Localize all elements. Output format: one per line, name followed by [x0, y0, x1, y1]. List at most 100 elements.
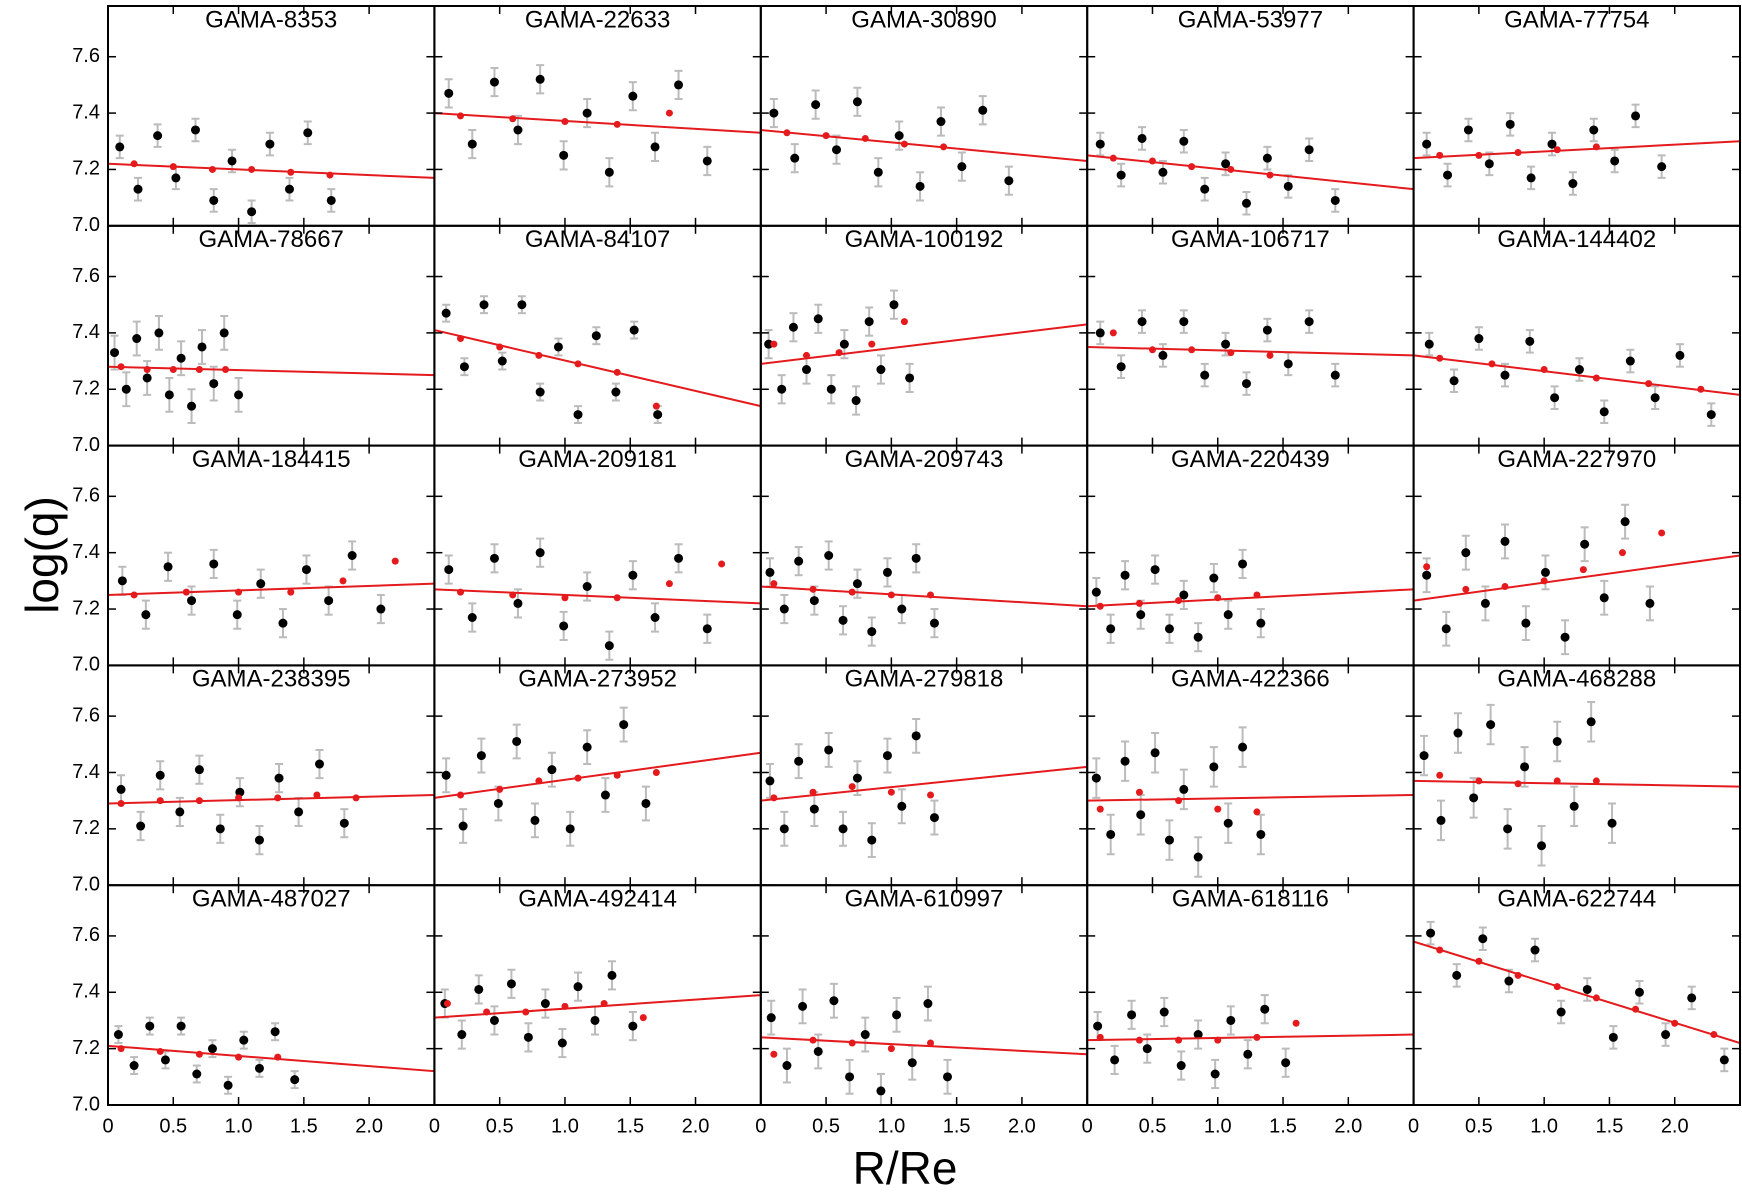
panel-title: GAMA-273952 — [518, 666, 677, 693]
data-point — [239, 1035, 249, 1045]
data-point — [1283, 181, 1293, 191]
x-tick-label: 0 — [1408, 1115, 1419, 1137]
data-point — [479, 300, 489, 310]
data-point — [1241, 379, 1251, 389]
fit-line — [434, 994, 761, 1019]
data-point — [1238, 559, 1248, 569]
fit-line — [434, 751, 761, 799]
data-point — [559, 621, 569, 631]
binned-point — [887, 591, 895, 599]
binned-point — [574, 774, 582, 782]
binned-point — [235, 794, 243, 802]
binned-point — [770, 1050, 778, 1058]
binned-point — [1175, 1036, 1183, 1044]
binned-point — [535, 777, 543, 785]
binned-point — [1645, 380, 1653, 388]
data-point — [604, 641, 614, 651]
data-point — [154, 328, 164, 338]
y-tick-label: 7.0 — [72, 873, 100, 895]
binned-point — [1175, 597, 1183, 605]
data-point — [1209, 762, 1219, 772]
data-point — [227, 156, 237, 166]
data-point — [459, 362, 469, 372]
data-point — [1582, 984, 1592, 994]
binned-point — [1109, 154, 1117, 162]
data-point — [702, 156, 712, 166]
binned-point — [195, 797, 203, 805]
data-point — [113, 1030, 123, 1040]
data-point — [1164, 624, 1174, 634]
data-point — [911, 553, 921, 563]
binned-point — [613, 120, 621, 128]
data-point — [1719, 1055, 1729, 1065]
data-point — [1569, 801, 1579, 811]
fit-line — [434, 329, 761, 408]
data-point — [132, 334, 142, 344]
binned-point — [287, 168, 295, 176]
panel — [434, 64, 761, 188]
data-point — [765, 776, 775, 786]
data-point — [582, 742, 592, 752]
binned-point — [900, 318, 908, 326]
binned-point — [809, 585, 817, 593]
x-tick-label: 1.0 — [551, 1115, 579, 1137]
data-point — [1150, 565, 1160, 575]
binned-point — [535, 351, 543, 359]
y-tick-label: 7.0 — [72, 434, 100, 456]
data-point — [809, 804, 819, 814]
data-point — [175, 807, 185, 817]
data-point — [824, 745, 834, 755]
data-point — [474, 984, 484, 994]
binned-point — [156, 1047, 164, 1055]
fit-line — [108, 582, 435, 596]
binned-point — [848, 783, 856, 791]
data-point — [1525, 336, 1535, 346]
y-tick-label: 7.6 — [72, 45, 100, 67]
data-point — [1424, 339, 1434, 349]
data-point — [1158, 350, 1168, 360]
panel-frame — [1086, 224, 1415, 447]
binned-point — [848, 588, 856, 596]
data-point — [1136, 810, 1146, 820]
data-point — [1480, 598, 1490, 608]
binned-point — [802, 351, 810, 359]
x-tick-label: 0.5 — [1465, 1115, 1493, 1137]
binned-point — [770, 794, 778, 802]
data-point — [232, 610, 242, 620]
data-point — [894, 131, 904, 141]
data-point — [1304, 145, 1314, 155]
fit-line — [1413, 354, 1740, 396]
fit-line — [760, 323, 1088, 365]
data-point — [1158, 167, 1168, 177]
panel-frame — [759, 884, 1089, 1107]
data-point — [915, 181, 925, 191]
data-point — [489, 1015, 499, 1025]
data-point — [254, 1063, 264, 1073]
binned-point — [927, 1039, 935, 1047]
data-point — [1193, 852, 1203, 862]
data-point — [517, 300, 527, 310]
data-point — [1223, 610, 1233, 620]
binned-point — [940, 143, 948, 151]
panel-title: GAMA-220439 — [1171, 446, 1330, 473]
data-point — [1504, 976, 1514, 986]
binned-point — [130, 591, 138, 599]
x-tick-label: 0 — [1082, 1115, 1093, 1137]
panel-title: GAMA-30890 — [851, 6, 996, 33]
data-point — [513, 125, 523, 135]
data-point — [116, 784, 126, 794]
data-point — [476, 751, 486, 761]
data-point — [513, 598, 523, 608]
data-point — [1095, 139, 1105, 149]
data-point — [936, 117, 946, 127]
data-point — [1461, 548, 1471, 558]
data-point — [628, 1021, 638, 1031]
panel — [1087, 726, 1414, 878]
fit-line — [108, 1044, 435, 1073]
binned-point — [835, 349, 843, 357]
binned-point — [1096, 1033, 1104, 1041]
panel-title: GAMA-100192 — [845, 226, 1004, 253]
binned-point — [457, 588, 465, 596]
data-point — [133, 184, 143, 194]
